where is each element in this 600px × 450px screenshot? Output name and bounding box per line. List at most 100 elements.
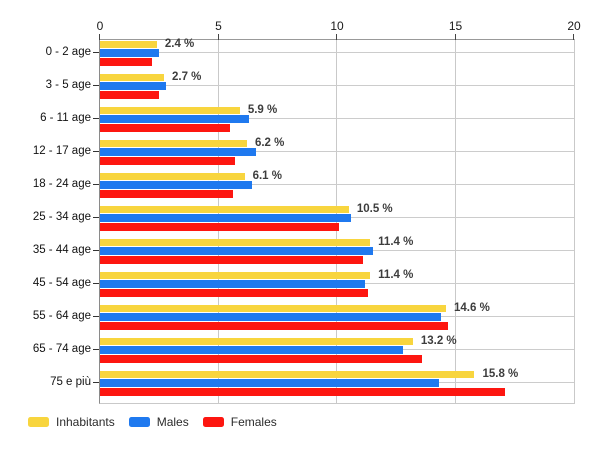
y-axis-tick [93, 217, 99, 218]
horizontal-gridline [100, 52, 574, 53]
category-row: 18 - 24 age 6.1 % [33, 170, 574, 205]
legend-item-females: Females [202, 415, 277, 429]
legend-label: Inhabitants [56, 415, 115, 429]
y-axis-tick [93, 52, 99, 53]
category-row: 0 - 2 age 2.4 % [46, 38, 574, 73]
horizontal-gridline [100, 151, 574, 152]
category-label: 3 - 5 age [45, 79, 91, 91]
bar-value-label: 14.6 % [454, 302, 490, 314]
bar-inhabitants [100, 271, 371, 279]
legend-item-males: Males [128, 415, 189, 429]
bar-females [100, 58, 153, 66]
category-label: 75 e più [50, 376, 91, 388]
y-axis-tick [93, 184, 99, 185]
y-axis-tick [93, 382, 99, 383]
horizontal-gridline [100, 118, 574, 119]
y-axis-tick [93, 85, 99, 86]
category-label: 0 - 2 age [45, 46, 91, 58]
category-row: 55 - 64 age 14.6 % [33, 302, 574, 337]
bar-females [100, 190, 233, 198]
legend-label: Females [230, 415, 277, 429]
category-row: 75 e più 15.8 % [50, 368, 574, 403]
y-axis-tick [93, 250, 99, 251]
x-axis-tick [573, 34, 574, 40]
legend-swatch-males [128, 417, 150, 427]
bar-value-label: 6.1 % [252, 170, 282, 182]
category-row: 3 - 5 age 2.7 % [46, 71, 574, 106]
legend-item-inhabitants: Inhabitants [28, 415, 115, 429]
bar-value-label: 10.5 % [356, 203, 393, 215]
category-label: 35 - 44 age [32, 244, 91, 256]
category-row: 12 - 17 age 6.2 % [33, 137, 574, 172]
bar-inhabitants [100, 40, 157, 48]
category-row: 65 - 74 age 13.2 % [33, 335, 574, 370]
bar-males [100, 214, 352, 222]
bar-inhabitants [100, 139, 247, 147]
x-axis-tick [454, 34, 456, 40]
bar-value-label: 11.4 % [378, 269, 414, 281]
x-axis-tick-label: 10 [330, 19, 344, 33]
bar-inhabitants [100, 238, 371, 246]
bar-females [100, 355, 423, 363]
horizontal-gridline [100, 184, 574, 185]
bar-value-label: 2.7 % [171, 71, 202, 83]
category-label: 45 - 54 age [32, 277, 91, 289]
category-label: 65 - 74 age [32, 343, 91, 355]
legend-swatch-females [202, 417, 224, 427]
vertical-gridline [454, 40, 456, 403]
x-axis-tick-label: 5 [215, 19, 222, 33]
bar-value-label: 5.9 % [247, 104, 278, 116]
bar-inhabitants [100, 205, 349, 213]
bar-value-label: 13.2 % [420, 335, 457, 347]
legend: Inhabitants Males Females [28, 415, 277, 429]
x-axis-labels: 0 5 10 15 20 [0, 0, 600, 36]
legend-swatch-inhabitants [28, 417, 49, 427]
y-axis-tick [93, 151, 99, 152]
bar-males [100, 247, 373, 255]
category-label: 12 - 17 age [32, 145, 91, 157]
bar-males [100, 181, 252, 189]
bar-females [100, 157, 236, 165]
y-axis-tick [93, 349, 99, 350]
bar-inhabitants [100, 337, 413, 345]
x-axis-tick-label: 0 [96, 19, 104, 33]
legend-label: Males [156, 415, 189, 429]
plot-area: 0 - 2 age 2.4 % 3 - 5 age 2.7 % 6 - 11 age 5.… [33, 34, 575, 404]
bar-males [100, 49, 160, 57]
category-row: 35 - 44 age 11.4 % [33, 236, 574, 271]
bar-inhabitants [100, 370, 475, 378]
bar-males [100, 280, 366, 288]
bar-value-label: 11.4 % [378, 236, 414, 248]
y-axis-tick [93, 118, 99, 119]
category-row: 25 - 34 age 10.5 % [33, 203, 574, 238]
bar-males [100, 313, 442, 321]
bar-males [100, 115, 250, 123]
x-axis-tick [336, 34, 337, 40]
bar-males [100, 148, 257, 156]
x-axis-tick-label: 15 [448, 19, 463, 33]
bar-females [100, 124, 231, 132]
bar-females [100, 322, 449, 330]
bar-inhabitants [100, 304, 447, 312]
bar-females [100, 256, 364, 264]
bar-value-label: 2.4 % [164, 38, 195, 50]
bar-value-label: 6.2 % [254, 137, 285, 149]
bar-females [100, 91, 160, 99]
bar-males [100, 346, 404, 354]
bar-inhabitants [100, 106, 240, 114]
category-row: 6 - 11 age 5.9 % [40, 104, 574, 139]
bar-value-label: 15.8 % [482, 368, 519, 380]
bar-inhabitants [100, 73, 164, 81]
bar-females [100, 388, 506, 396]
bar-females [100, 289, 368, 297]
x-axis-tick [217, 34, 219, 40]
x-axis-tick [99, 34, 100, 40]
category-label: 18 - 24 age [32, 178, 91, 190]
horizontal-gridline [100, 85, 574, 86]
category-row: 45 - 54 age 11.4 % [33, 269, 574, 304]
bar-males [100, 82, 167, 90]
category-label: 55 - 64 age [32, 310, 91, 322]
bar-females [100, 223, 340, 231]
bar-inhabitants [100, 172, 245, 180]
